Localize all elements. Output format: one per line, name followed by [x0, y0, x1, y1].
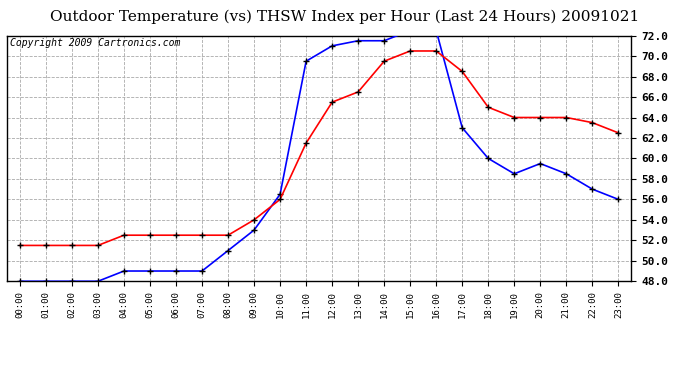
- Text: Copyright 2009 Cartronics.com: Copyright 2009 Cartronics.com: [10, 38, 180, 48]
- Text: Outdoor Temperature (vs) THSW Index per Hour (Last 24 Hours) 20091021: Outdoor Temperature (vs) THSW Index per …: [50, 9, 640, 24]
